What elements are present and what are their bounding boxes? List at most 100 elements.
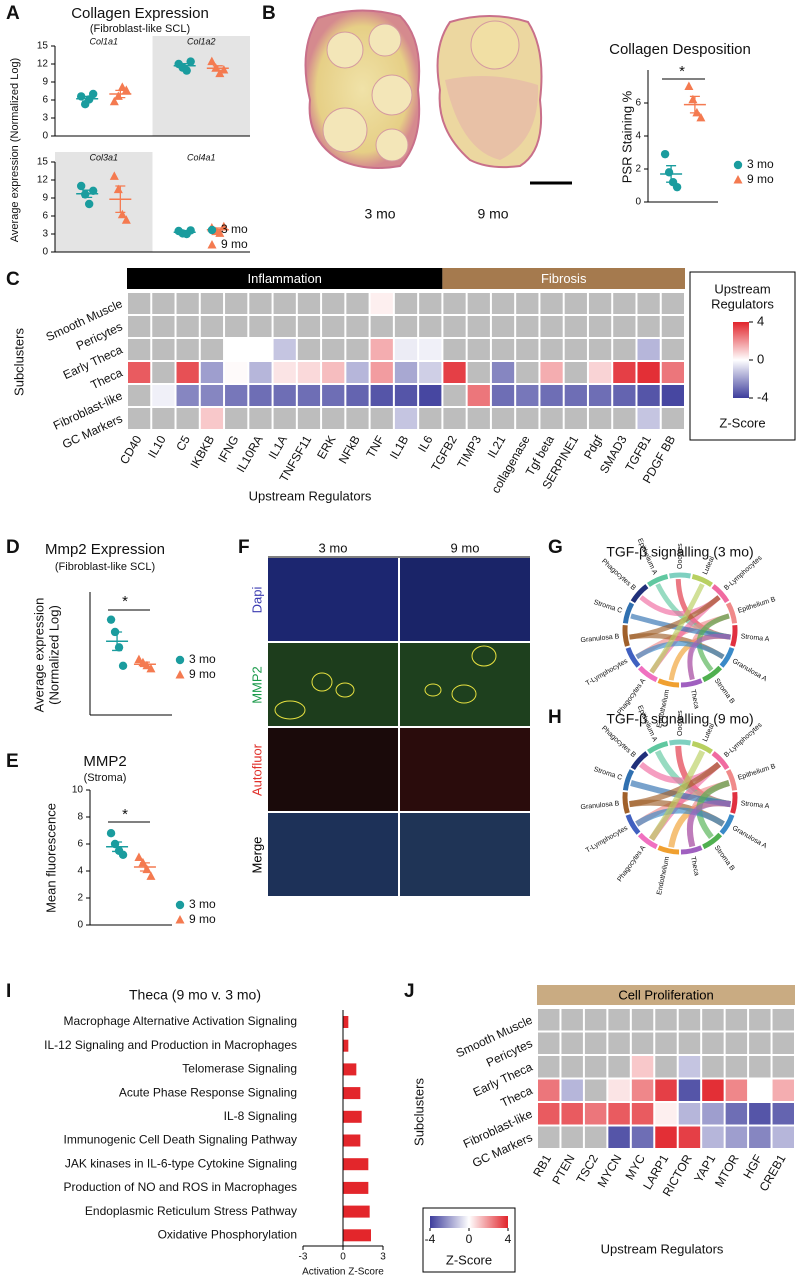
empty-cell xyxy=(588,408,612,429)
heatmap-cell xyxy=(346,385,369,406)
category-label: Immunogenic Cell Death Signaling Pathway xyxy=(64,1133,297,1147)
micrograph-dapi xyxy=(268,558,398,641)
empty-cell xyxy=(128,293,151,314)
empty-cell xyxy=(564,316,587,337)
column-group-label: Inflammation xyxy=(247,271,321,286)
error-bar xyxy=(179,63,190,69)
y-tick-label: 3 xyxy=(42,113,48,124)
y-tick-label: 6 xyxy=(42,211,48,222)
error-bar xyxy=(666,165,677,183)
x-axis-label: Upstream Regulators xyxy=(249,488,372,503)
panel-letter: A xyxy=(6,3,20,24)
heatmap-cell xyxy=(655,1079,677,1101)
data-point xyxy=(121,85,131,94)
ring-segment xyxy=(725,769,738,791)
column-group-header xyxy=(442,268,685,289)
y-tick-label: 15 xyxy=(37,41,49,52)
heatmap-cell xyxy=(419,362,442,383)
legend-marker xyxy=(175,900,185,910)
bar xyxy=(343,1063,357,1076)
column-label: MYCN xyxy=(595,1152,625,1190)
heatmap-cell xyxy=(561,1079,583,1101)
empty-cell xyxy=(491,339,515,360)
y-tick-label: 2 xyxy=(77,893,83,904)
heatmap-cell xyxy=(467,385,490,406)
empty-cell xyxy=(176,408,199,429)
y-tick-label: 6 xyxy=(77,839,83,850)
x-tick-label: -3 xyxy=(299,1252,308,1263)
empty-cell xyxy=(561,1056,583,1078)
empty-cell xyxy=(540,339,563,360)
empty-cell xyxy=(128,339,151,360)
empty-cell xyxy=(584,1126,607,1148)
heatmap-cell xyxy=(516,385,539,406)
image-label: 3 mo xyxy=(364,206,395,222)
error-bar xyxy=(179,230,190,234)
heatmap-cell xyxy=(249,385,272,406)
ring-segment xyxy=(669,739,691,746)
empty-cell xyxy=(152,293,175,314)
data-point xyxy=(146,663,156,673)
data-point xyxy=(109,96,119,106)
panel-letter: G xyxy=(548,537,563,558)
legend-label: 3 mo xyxy=(189,652,216,666)
y-tick-label: 2 xyxy=(635,164,641,175)
segment-label: Granulosa A xyxy=(731,658,768,683)
column-label: IKBKB xyxy=(187,433,217,471)
ring-segment xyxy=(680,678,703,688)
empty-cell xyxy=(297,339,321,360)
data-point xyxy=(134,654,144,664)
heatmap-cell xyxy=(772,1079,794,1101)
heatmap-cell xyxy=(749,1126,771,1148)
empty-cell xyxy=(370,316,393,337)
empty-cell xyxy=(225,293,248,314)
segment-label: Theca xyxy=(689,689,700,710)
heatmap-cell xyxy=(608,1079,630,1101)
heatmap-cell xyxy=(631,1056,654,1078)
legend-label: 9 mo xyxy=(189,912,216,926)
y-tick-label: 0 xyxy=(42,131,48,142)
chart-title: Theca (9 mo v. 3 mo) xyxy=(129,987,261,1003)
empty-cell xyxy=(322,293,345,314)
panel-letter: E xyxy=(6,751,19,772)
column-group-label: Cell Proliferation xyxy=(618,987,713,1002)
x-tick-label: 0 xyxy=(340,1252,346,1263)
follicle xyxy=(470,20,520,70)
heatmap-cell xyxy=(370,293,393,314)
segment-label: Phagocytes B xyxy=(600,558,637,592)
empty-cell xyxy=(200,339,224,360)
segment-label: Endothelium xyxy=(656,856,671,896)
micrograph-merge xyxy=(268,813,398,896)
empty-cell xyxy=(564,339,587,360)
heatmap-cell xyxy=(273,339,296,360)
colorbar-title: Regulators xyxy=(711,296,774,311)
data-point xyxy=(134,852,144,861)
heatmap-cell xyxy=(608,1126,630,1148)
y-tick-label: 12 xyxy=(37,175,49,186)
category-label: Oxidative Phosphorylation xyxy=(158,1227,297,1241)
empty-cell xyxy=(655,1009,677,1031)
empty-cell xyxy=(443,316,466,337)
empty-cell xyxy=(297,316,321,337)
chord-link xyxy=(648,749,706,841)
heatmap-cell xyxy=(613,362,636,383)
heatmap-cell xyxy=(249,362,272,383)
empty-cell xyxy=(678,1009,701,1031)
y-axis-label: Subclusters xyxy=(11,328,26,396)
empty-cell xyxy=(613,408,636,429)
heatmap-cell xyxy=(749,1079,771,1101)
segment-label: Granulosa B xyxy=(580,800,620,811)
heatmap-cell xyxy=(655,1126,677,1148)
empty-cell xyxy=(584,1056,607,1078)
chart-title: Mmp2 Expression xyxy=(45,541,165,558)
colorbar-tick-label: 0 xyxy=(757,351,764,366)
x-axis-label: Upstream Regulators xyxy=(601,1241,724,1256)
ring-segment xyxy=(630,584,649,604)
ring-segment xyxy=(680,845,703,855)
data-point xyxy=(696,112,706,122)
empty-cell xyxy=(725,1032,748,1054)
heatmap-cell xyxy=(370,339,393,360)
heatmap-cell xyxy=(394,362,418,383)
data-point xyxy=(215,228,225,237)
empty-cell xyxy=(772,1056,794,1078)
